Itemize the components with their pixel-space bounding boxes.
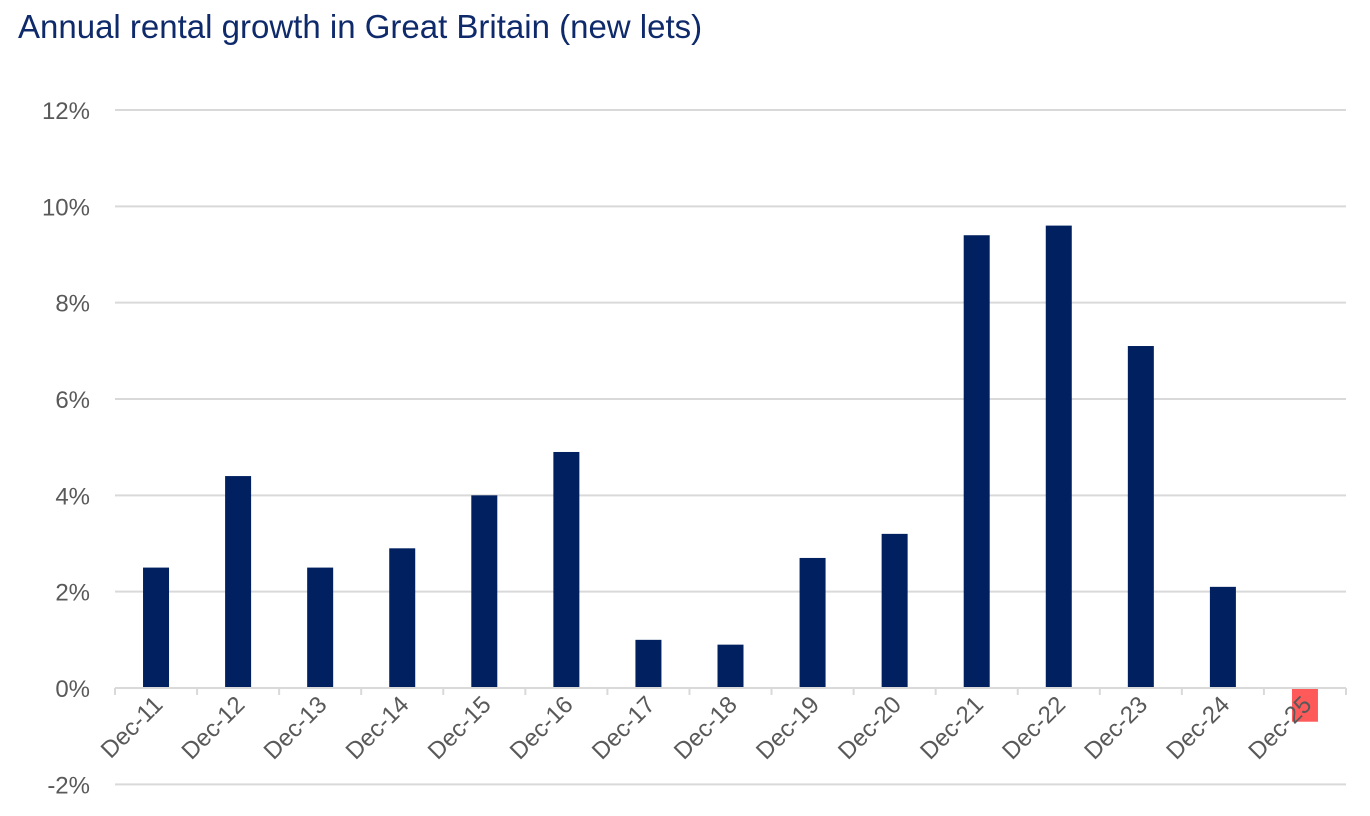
y-axis-ticks: -2% 0% 2% 4% 6% 8% 10% 12% bbox=[42, 98, 90, 799]
x-tick-label: Dec-17 bbox=[587, 691, 661, 765]
bar-dec-13 bbox=[307, 567, 334, 688]
x-tick-label: Dec-19 bbox=[751, 691, 825, 765]
x-tick-label: Dec-20 bbox=[833, 691, 907, 765]
x-tick-label: Dec-18 bbox=[669, 691, 743, 765]
bar-dec-14 bbox=[389, 548, 416, 688]
y-tick-label: -2% bbox=[47, 772, 90, 799]
bar-dec-23 bbox=[1127, 346, 1154, 688]
x-axis bbox=[114, 687, 1347, 695]
bar-dec-21 bbox=[963, 235, 990, 688]
bar-dec-12 bbox=[225, 476, 252, 688]
y-tick-label: 8% bbox=[55, 291, 90, 318]
bar-dec-15 bbox=[471, 495, 498, 688]
bar-dec-17 bbox=[635, 639, 662, 688]
x-tick-label: Dec-22 bbox=[997, 691, 1071, 765]
y-tick-label: 10% bbox=[42, 194, 90, 221]
bar-dec-24 bbox=[1209, 586, 1236, 688]
x-tick-label: Dec-25 bbox=[1243, 691, 1317, 765]
y-tick-label: 6% bbox=[55, 387, 90, 414]
y-tick-label: 12% bbox=[42, 98, 90, 125]
x-tick-label: Dec-21 bbox=[915, 691, 989, 765]
bar-dec-20 bbox=[881, 533, 908, 688]
bars bbox=[143, 225, 1318, 722]
bar-dec-18 bbox=[717, 644, 744, 688]
y-tick-label: 0% bbox=[55, 676, 90, 703]
bar-dec-16 bbox=[553, 451, 580, 688]
chart-title: Annual rental growth in Great Britain (n… bbox=[18, 8, 703, 45]
bar-dec-11 bbox=[143, 567, 170, 688]
bar-dec-25 bbox=[1291, 688, 1318, 722]
x-tick-label: Dec-23 bbox=[1079, 691, 1153, 765]
y-tick-label: 4% bbox=[55, 483, 90, 510]
x-tick-label: Dec-11 bbox=[96, 691, 169, 764]
y-tick-label: 2% bbox=[55, 580, 90, 607]
x-tick-label: Dec-14 bbox=[341, 691, 415, 765]
x-tick-label: Dec-24 bbox=[1161, 691, 1235, 765]
x-tick-label: Dec-16 bbox=[505, 691, 579, 765]
x-tick-label: Dec-15 bbox=[423, 691, 497, 765]
bar-dec-19 bbox=[799, 557, 826, 688]
x-axis-labels: Dec-11 Dec-12 Dec-13 Dec-14 Dec-15 Dec-16 Dec-… bbox=[96, 691, 1317, 765]
x-tick-label: Dec-13 bbox=[259, 691, 333, 765]
bar-dec-22 bbox=[1045, 225, 1072, 688]
x-tick-label: Dec-12 bbox=[177, 691, 251, 765]
